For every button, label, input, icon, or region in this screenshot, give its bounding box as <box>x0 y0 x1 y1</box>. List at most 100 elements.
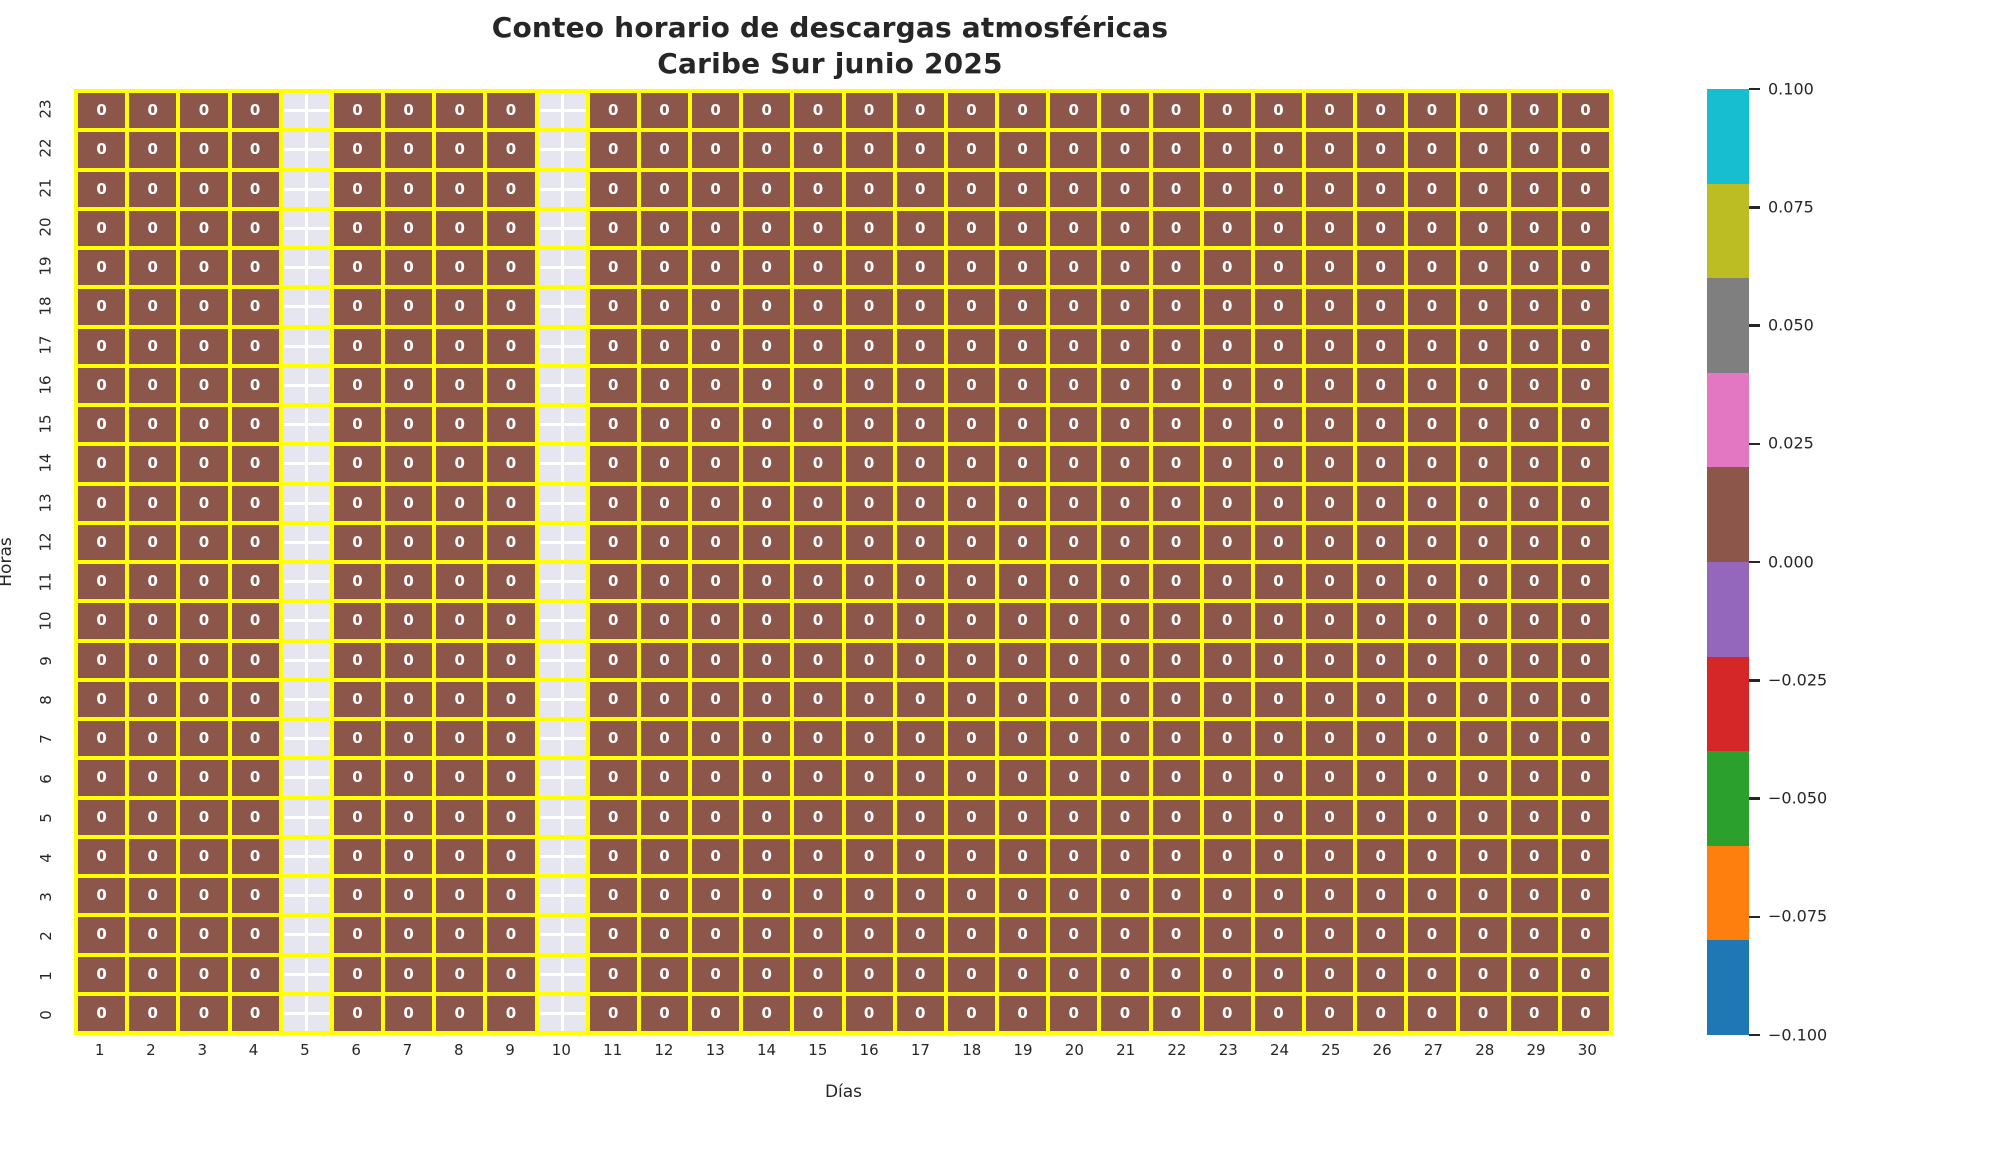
heatmap-cell: 0 <box>896 799 944 835</box>
heatmap-cell: 0 <box>1152 524 1200 560</box>
heatmap-cell: 0 <box>436 407 484 443</box>
heatmap-cell: 0 <box>1101 93 1149 129</box>
heatmap-cell: 0 <box>896 760 944 796</box>
heatmap-cell: 0 <box>845 407 893 443</box>
heatmap-cell: 0 <box>231 407 279 443</box>
heatmap-cell: 0 <box>1561 603 1609 639</box>
heatmap-cell: 0 <box>692 289 740 325</box>
heatmap-cell: 0 <box>1254 799 1302 835</box>
heatmap-cell-masked <box>282 564 330 600</box>
heatmap-cell: 0 <box>385 838 433 874</box>
heatmap-cell: 0 <box>845 210 893 246</box>
x-tick-label: 27 <box>1423 1041 1443 1059</box>
heatmap-cell: 0 <box>385 407 433 443</box>
heatmap-cell: 0 <box>1254 132 1302 168</box>
heatmap-cell: 0 <box>1408 995 1456 1031</box>
colorbar-tick-text: −0.050 <box>1768 788 1828 808</box>
heatmap-cell: 0 <box>231 838 279 874</box>
heatmap-cell-masked <box>538 681 586 717</box>
heatmap-cell: 0 <box>640 878 688 914</box>
heatmap-cell: 0 <box>794 799 842 835</box>
colorbar-tick-mark <box>1749 324 1760 327</box>
heatmap-cell: 0 <box>1408 721 1456 757</box>
heatmap-cell-masked <box>538 524 586 560</box>
heatmap-cell: 0 <box>487 603 535 639</box>
heatmap-cell: 0 <box>487 995 535 1031</box>
heatmap-cell: 0 <box>487 210 535 246</box>
heatmap-cell: 0 <box>589 289 637 325</box>
heatmap-cell: 0 <box>589 681 637 717</box>
y-tick-label: 3 <box>26 887 66 907</box>
heatmap-cell: 0 <box>589 328 637 364</box>
colorbar-tick-text: −0.100 <box>1768 1025 1828 1044</box>
heatmap-cell-masked <box>538 838 586 874</box>
heatmap-cell: 0 <box>1203 524 1251 560</box>
colorbar-tick-text: −0.025 <box>1768 670 1828 690</box>
y-tick-label-text: 16 <box>37 375 55 395</box>
heatmap-cell: 0 <box>333 171 381 207</box>
heatmap-cell: 0 <box>1203 289 1251 325</box>
heatmap-cell: 0 <box>794 328 842 364</box>
heatmap-cell: 0 <box>794 485 842 521</box>
heatmap-cell: 0 <box>129 132 177 168</box>
heatmap-cell: 0 <box>1561 917 1609 953</box>
heatmap-cell: 0 <box>180 956 228 992</box>
heatmap-cell: 0 <box>385 250 433 286</box>
heatmap-cell: 0 <box>333 367 381 403</box>
heatmap-cell: 0 <box>129 917 177 953</box>
heatmap-cell: 0 <box>692 642 740 678</box>
colorbar-tick-mark <box>1749 797 1760 800</box>
x-tick-label: 17 <box>910 1041 930 1059</box>
heatmap-cell-masked <box>282 878 330 914</box>
heatmap-cell: 0 <box>1050 721 1098 757</box>
heatmap-cell: 0 <box>1101 681 1149 717</box>
heatmap-cell: 0 <box>1152 328 1200 364</box>
heatmap-cell: 0 <box>589 956 637 992</box>
heatmap-cell: 0 <box>845 446 893 482</box>
heatmap-cell: 0 <box>640 838 688 874</box>
heatmap-cell: 0 <box>436 171 484 207</box>
x-tick-label: 10 <box>551 1041 571 1059</box>
heatmap-cell: 0 <box>487 171 535 207</box>
y-tick-label: 23 <box>26 99 66 119</box>
heatmap-cell: 0 <box>1254 446 1302 482</box>
heatmap-cell: 0 <box>1408 838 1456 874</box>
heatmap-cell: 0 <box>231 995 279 1031</box>
heatmap-cell: 0 <box>180 210 228 246</box>
heatmap-cell: 0 <box>999 917 1047 953</box>
heatmap-cell: 0 <box>692 603 740 639</box>
heatmap-cell: 0 <box>1152 407 1200 443</box>
heatmap-cell: 0 <box>896 132 944 168</box>
heatmap-cell: 0 <box>180 878 228 914</box>
y-tick-label-text: 11 <box>37 572 55 592</box>
x-tick-label: 9 <box>505 1041 515 1059</box>
colorbar <box>1707 89 1749 1035</box>
heatmap-cell: 0 <box>231 956 279 992</box>
heatmap-cell: 0 <box>1306 250 1354 286</box>
y-tick-label: 1 <box>26 966 66 986</box>
heatmap-cell: 0 <box>947 250 995 286</box>
heatmap-cell: 0 <box>743 210 791 246</box>
heatmap-cell: 0 <box>129 446 177 482</box>
heatmap-cell: 0 <box>1101 446 1149 482</box>
heatmap-cell: 0 <box>794 407 842 443</box>
heatmap-cell: 0 <box>78 956 126 992</box>
heatmap-cell: 0 <box>1050 446 1098 482</box>
heatmap-cell: 0 <box>1152 956 1200 992</box>
heatmap-cell: 0 <box>640 407 688 443</box>
heatmap-cell: 0 <box>1561 171 1609 207</box>
colorbar-tick-text: 0.075 <box>1768 197 1814 217</box>
heatmap-cell: 0 <box>896 289 944 325</box>
heatmap-cell: 0 <box>1203 250 1251 286</box>
heatmap-cell: 0 <box>1459 564 1507 600</box>
heatmap-cell: 0 <box>1101 250 1149 286</box>
heatmap-cell: 0 <box>1254 367 1302 403</box>
heatmap-cell: 0 <box>640 564 688 600</box>
heatmap-cell: 0 <box>794 132 842 168</box>
heatmap-cell: 0 <box>947 760 995 796</box>
heatmap-cell-masked <box>538 642 586 678</box>
x-tick-label: 13 <box>705 1041 725 1059</box>
heatmap-cell: 0 <box>129 289 177 325</box>
heatmap-cell: 0 <box>180 524 228 560</box>
x-tick-label: 23 <box>1218 1041 1238 1059</box>
